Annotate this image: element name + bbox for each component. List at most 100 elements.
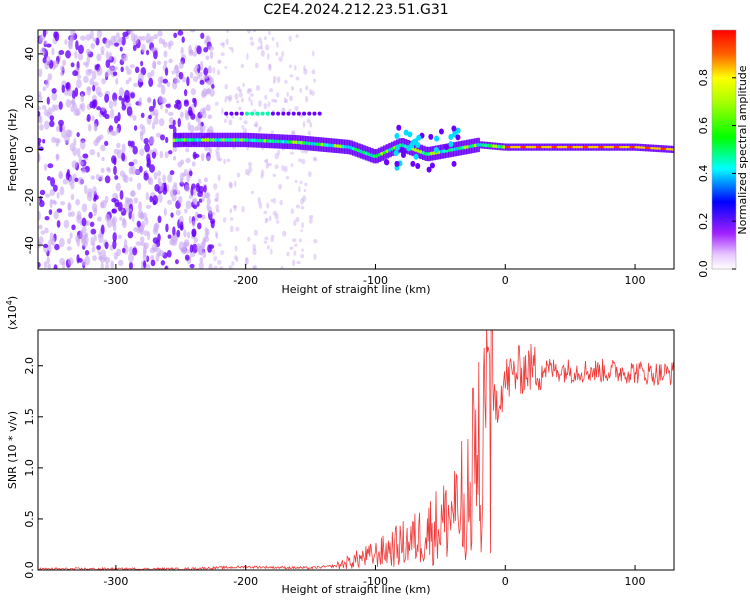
noise-speckle — [125, 79, 130, 85]
noise-speckle — [212, 249, 215, 255]
noise-speckle — [104, 113, 110, 120]
noise-speckle — [38, 94, 43, 102]
noise-speckle — [66, 238, 72, 245]
noise-speckle — [149, 164, 156, 173]
noise-speckle — [138, 72, 144, 83]
noise-speckle — [72, 70, 79, 77]
noise-speckle — [119, 46, 123, 52]
noise-speckle — [200, 32, 205, 39]
signal-core — [577, 145, 582, 149]
signal-core — [660, 147, 665, 150]
noise-speckle — [257, 37, 263, 43]
signal-core — [489, 143, 493, 148]
noise-speckle — [129, 64, 135, 69]
noise-speckle — [136, 182, 142, 191]
signal-core — [590, 145, 595, 149]
noise-speckle — [184, 208, 188, 214]
noise-speckle — [143, 260, 147, 268]
noise-speckle — [219, 265, 224, 269]
noise-speckle — [132, 44, 137, 51]
noise-speckle — [110, 260, 115, 269]
noise-speckle — [115, 182, 121, 192]
signal-blob — [394, 132, 400, 139]
noise-speckle — [188, 49, 194, 56]
noise-speckle — [74, 177, 79, 182]
signal-core — [567, 145, 571, 149]
noise-speckle — [49, 115, 55, 121]
noise-speckle — [38, 210, 41, 221]
noise-speckle — [271, 98, 275, 103]
noise-speckle — [86, 113, 91, 122]
noise-speckle — [257, 196, 261, 204]
signal-core — [618, 145, 623, 149]
noise-speckle — [96, 151, 101, 158]
noise-speckle — [190, 113, 196, 120]
noise-speckle — [190, 186, 194, 197]
noise-speckle — [48, 209, 53, 215]
noise-speckle — [80, 93, 85, 103]
noise-speckle — [229, 208, 233, 214]
signal-core — [580, 145, 584, 149]
noise-speckle — [189, 30, 196, 33]
noise-speckle — [225, 95, 229, 100]
noise-speckle — [120, 66, 124, 73]
noise-speckle — [289, 246, 294, 250]
noise-speckle — [203, 177, 208, 183]
noise-speckle — [302, 195, 307, 203]
noise-speckle — [268, 30, 271, 35]
noise-speckle — [56, 138, 61, 144]
signal-core — [315, 142, 319, 146]
noise-speckle — [115, 32, 120, 39]
noise-speckle — [43, 40, 48, 45]
noise-speckle — [203, 47, 209, 53]
noise-speckle — [168, 111, 174, 117]
noise-speckle — [143, 242, 149, 250]
noise-speckle — [38, 236, 44, 245]
noise-speckle — [70, 193, 75, 201]
noise-speckle — [111, 197, 117, 203]
noise-speckle — [67, 257, 74, 266]
signal-core — [554, 145, 558, 149]
noise-speckle — [172, 155, 177, 161]
signal-core — [522, 145, 527, 149]
signal-blob — [429, 162, 435, 169]
noise-speckle — [214, 101, 219, 106]
noise-speckle — [85, 34, 92, 41]
noise-speckle — [157, 170, 161, 177]
noise-speckle — [53, 264, 58, 269]
noise-speckle — [80, 35, 86, 41]
noise-speckle — [121, 143, 126, 154]
signal-core — [180, 138, 184, 142]
snr-series-line — [38, 330, 674, 570]
signal-core — [634, 145, 639, 149]
noise-speckle — [166, 81, 171, 88]
signal-core — [214, 138, 218, 142]
noise-speckle — [190, 251, 196, 258]
noise-speckle — [177, 30, 184, 36]
signal-core — [188, 138, 192, 142]
noise-speckle — [60, 65, 65, 72]
noise-speckle — [184, 254, 190, 261]
noise-speckle — [62, 178, 69, 185]
noise-speckle — [222, 41, 225, 48]
noise-speckle — [247, 170, 251, 177]
signal-core — [647, 146, 652, 150]
noise-speckle — [129, 176, 133, 182]
noise-speckle — [253, 229, 258, 236]
signal-core — [201, 138, 205, 142]
noise-speckle — [213, 183, 218, 190]
noise-speckle — [276, 41, 279, 48]
noise-speckle — [228, 94, 233, 101]
noise-speckle — [218, 59, 222, 64]
noise-speckle — [132, 82, 139, 88]
noise-speckle — [215, 232, 219, 240]
noise-speckle — [270, 237, 274, 243]
noise-speckle — [44, 215, 50, 221]
noise-speckle — [305, 95, 309, 103]
noise-speckle — [197, 178, 202, 184]
noise-speckle — [165, 223, 169, 233]
noise-speckle — [224, 65, 228, 69]
noise-speckle — [101, 156, 105, 162]
noise-speckle — [289, 151, 295, 155]
noise-speckle — [214, 198, 219, 202]
